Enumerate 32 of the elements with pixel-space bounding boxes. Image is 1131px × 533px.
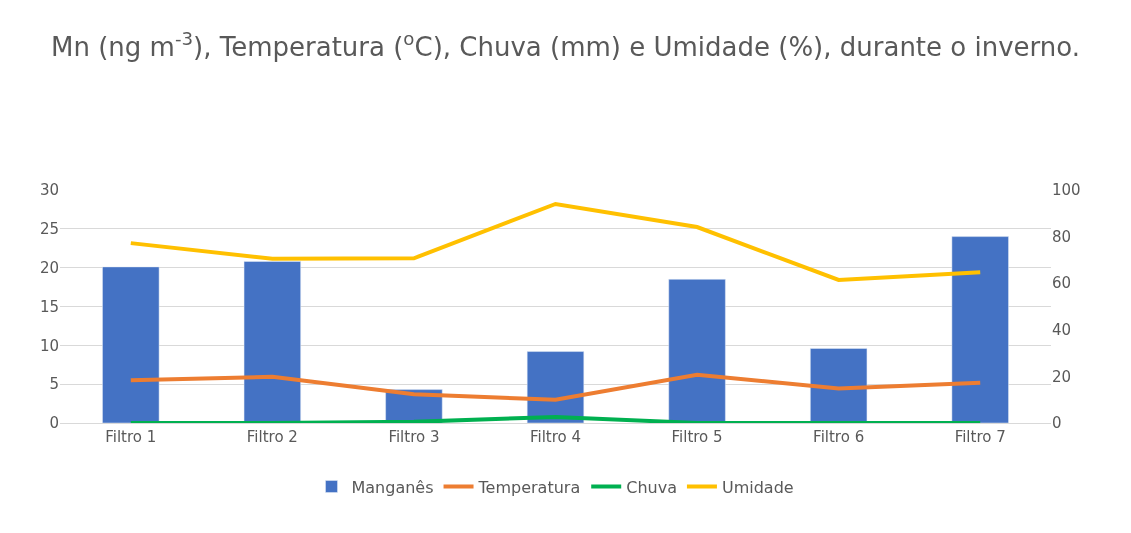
bar — [102, 266, 160, 423]
y-tick-label: 30 — [39, 181, 59, 200]
x-tick-label: Filtro 6 — [813, 428, 865, 446]
y2-tick-label: 20 — [1052, 367, 1072, 386]
y-tick-label: 25 — [39, 220, 59, 239]
x-tick-label: Filtro 7 — [954, 428, 1006, 446]
legend-label: Umidade — [721, 477, 794, 497]
legend-label: Manganês — [351, 477, 434, 497]
bar — [668, 279, 726, 423]
y-tick-label: 5 — [49, 375, 59, 394]
y2-tick-label: 80 — [1052, 227, 1072, 246]
y-tick-label: 10 — [39, 336, 59, 355]
x-tick-label: Filtro 3 — [388, 428, 440, 446]
legend-label: Temperatura — [477, 477, 581, 497]
line-series — [128, 201, 983, 282]
y-tick-label: 20 — [39, 258, 59, 277]
x-tick-label: Filtro 1 — [105, 428, 157, 446]
x-tick-label: Filtro 4 — [529, 428, 582, 446]
y2-tick-label: 0 — [1052, 414, 1062, 433]
x-tick-label: Filtro 5 — [671, 428, 723, 446]
y2-tick-label: 60 — [1052, 274, 1072, 293]
bar — [243, 261, 301, 423]
legend-label: Chuva — [626, 477, 677, 497]
bar — [951, 236, 1009, 423]
y-tick-label: 0 — [49, 414, 59, 433]
y2-tick-label: 40 — [1052, 321, 1072, 340]
x-tick-label: Filtro 2 — [246, 428, 298, 446]
bar — [810, 348, 868, 423]
y2-tick-label: 100 — [1052, 181, 1081, 200]
y-tick-label: 15 — [39, 297, 59, 316]
chart-title: Mn (ng m$^{-3}$), Temperatura ($^{o}$C), Chuva (mm) e Umidade (%), durante o inverno. — [51, 27, 1080, 62]
line-series — [128, 372, 983, 402]
